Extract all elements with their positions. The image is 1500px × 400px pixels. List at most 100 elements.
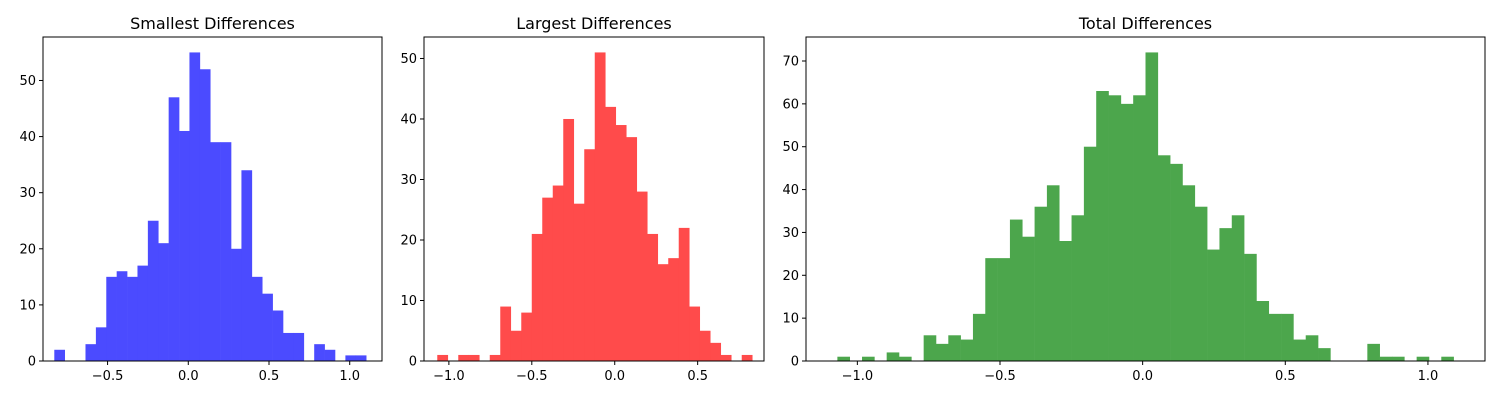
smallest-histogram-bar bbox=[54, 349, 65, 361]
total-chart-title: Total Differences bbox=[1078, 14, 1212, 33]
smallest-differences-panel: −0.5 0.0 0.5 1.0 0 10 20 30 40 50 Smallest Differe… bbox=[19, 14, 383, 384]
smallest-histogram-bar bbox=[345, 355, 357, 361]
largest-histogram-bar bbox=[521, 312, 533, 361]
total-histogram-bar bbox=[837, 356, 850, 361]
largest-axes-frame bbox=[423, 36, 765, 362]
total-histogram-bar bbox=[1157, 155, 1171, 361]
smallest-histogram-bar bbox=[210, 142, 221, 361]
largest-histogram-bar bbox=[615, 125, 627, 361]
smallest-histogram-bar bbox=[158, 243, 169, 361]
largest-differences-panel: −1.0 −0.5 0.0 0.5 0 10 20 30 40 50 Largest Differe… bbox=[400, 14, 765, 384]
total-histogram-bar bbox=[923, 335, 937, 361]
largest-histogram-bar bbox=[710, 342, 722, 361]
largest-chart-title: Largest Differences bbox=[516, 14, 672, 33]
total-histogram-bar bbox=[1034, 206, 1048, 361]
smallest-histogram-bar bbox=[147, 220, 159, 361]
total-y-tick-label: 50 bbox=[782, 140, 799, 155]
largest-y-tick-label: 10 bbox=[400, 294, 417, 309]
largest-histogram-bar bbox=[699, 330, 711, 361]
smallest-y-tick-label: 20 bbox=[19, 242, 36, 257]
smallest-histogram-bar bbox=[272, 310, 284, 361]
total-histogram-bar bbox=[935, 343, 949, 361]
total-histogram-bar bbox=[1268, 313, 1282, 361]
largest-histogram-bar bbox=[510, 330, 522, 361]
smallest-histogram-bar bbox=[116, 271, 128, 361]
largest-y-tick-label: 40 bbox=[400, 112, 417, 127]
smallest-x-tick-label: 0.0 bbox=[178, 369, 199, 384]
largest-histogram-bar bbox=[563, 118, 575, 361]
largest-histogram-bar bbox=[647, 233, 659, 361]
largest-histogram-bar bbox=[678, 227, 690, 361]
largest-histogram-bar bbox=[657, 264, 669, 361]
total-histogram-bar bbox=[1170, 163, 1183, 361]
smallest-histogram-bar bbox=[220, 142, 232, 361]
total-histogram-bar bbox=[1281, 313, 1294, 361]
smallest-axes-frame bbox=[42, 36, 383, 362]
smallest-histogram-bar bbox=[293, 332, 305, 361]
total-x-tick-label: 0.5 bbox=[1275, 369, 1296, 384]
total-histogram-bar bbox=[1441, 356, 1454, 361]
total-histogram-bar bbox=[1367, 343, 1380, 361]
total-histogram-bar bbox=[1305, 335, 1319, 361]
smallest-histogram-bar bbox=[199, 69, 211, 361]
largest-histogram-bar bbox=[605, 106, 617, 361]
total-y-tick-label: 0 bbox=[791, 355, 799, 370]
smallest-histogram-bar bbox=[262, 293, 273, 361]
total-y-tick-label: 20 bbox=[782, 269, 799, 284]
largest-histogram-bar bbox=[720, 354, 732, 361]
largest-histogram-bar bbox=[552, 185, 564, 361]
largest-x-tick-label: 0.0 bbox=[604, 369, 625, 384]
total-axes-frame bbox=[805, 36, 1486, 362]
total-histogram-bar bbox=[1096, 91, 1109, 361]
total-histogram-bar bbox=[1108, 95, 1122, 361]
largest-histogram-bar bbox=[741, 354, 753, 361]
smallest-histogram-bar bbox=[106, 276, 117, 361]
total-differences-panel: −1.0 −0.5 0.0 0.5 1.0 0 10 20 30 40 50 60 70 Total Di… bbox=[782, 14, 1486, 384]
largest-y-tick-label: 20 bbox=[400, 233, 417, 248]
total-histogram-bar bbox=[960, 339, 974, 361]
smallest-histogram-bar bbox=[355, 355, 367, 361]
smallest-histogram-bar bbox=[179, 130, 190, 361]
largest-histogram-bar bbox=[531, 233, 543, 361]
total-histogram-bar bbox=[1391, 356, 1405, 361]
smallest-x-tick-label: −0.5 bbox=[92, 369, 124, 384]
largest-histogram-bar bbox=[594, 52, 606, 362]
largest-histogram-bar bbox=[689, 306, 701, 361]
total-histogram-bar bbox=[1293, 339, 1307, 361]
total-histogram-bar bbox=[997, 258, 1011, 361]
largest-histogram-bar bbox=[500, 306, 512, 361]
smallest-histogram-bar bbox=[231, 248, 242, 361]
total-x-tick-label: −0.5 bbox=[984, 369, 1016, 384]
total-y-tick-label: 40 bbox=[782, 183, 799, 198]
largest-histogram-bar bbox=[489, 354, 501, 361]
smallest-histogram-bar bbox=[85, 344, 97, 361]
smallest-y-tick-label: 10 bbox=[19, 298, 36, 313]
total-histogram-bar bbox=[1009, 219, 1023, 361]
smallest-y-tick-label: 50 bbox=[19, 74, 36, 89]
total-histogram-bar bbox=[1120, 103, 1134, 362]
total-histogram-bar bbox=[1244, 253, 1257, 361]
total-histogram-bar bbox=[1194, 206, 1208, 361]
total-histogram-bar bbox=[1416, 356, 1430, 361]
total-histogram-bar bbox=[1219, 228, 1233, 361]
smallest-histogram-bar bbox=[95, 327, 107, 361]
smallest-histogram-bar bbox=[283, 332, 294, 361]
total-histogram-bar bbox=[1182, 185, 1196, 361]
largest-histogram-bar bbox=[584, 149, 596, 361]
largest-y-tick-label: 0 bbox=[409, 355, 417, 370]
largest-y-tick-label: 30 bbox=[400, 173, 417, 188]
total-histogram-bar bbox=[1231, 215, 1245, 361]
total-histogram-bar bbox=[1318, 348, 1331, 361]
total-y-tick-label: 70 bbox=[782, 55, 799, 70]
total-histogram-bar bbox=[1256, 301, 1270, 361]
total-histogram-bar bbox=[862, 356, 875, 361]
total-histogram-bar bbox=[948, 335, 961, 361]
total-histogram-bar bbox=[1059, 241, 1072, 361]
largest-x-tick-label: −0.5 bbox=[516, 369, 548, 384]
smallest-histogram-bar bbox=[137, 265, 149, 361]
largest-histogram-bar bbox=[458, 354, 470, 361]
largest-x-tick-label: 0.5 bbox=[687, 369, 708, 384]
largest-histogram-bar bbox=[626, 137, 638, 361]
smallest-histogram-bar bbox=[324, 349, 336, 361]
